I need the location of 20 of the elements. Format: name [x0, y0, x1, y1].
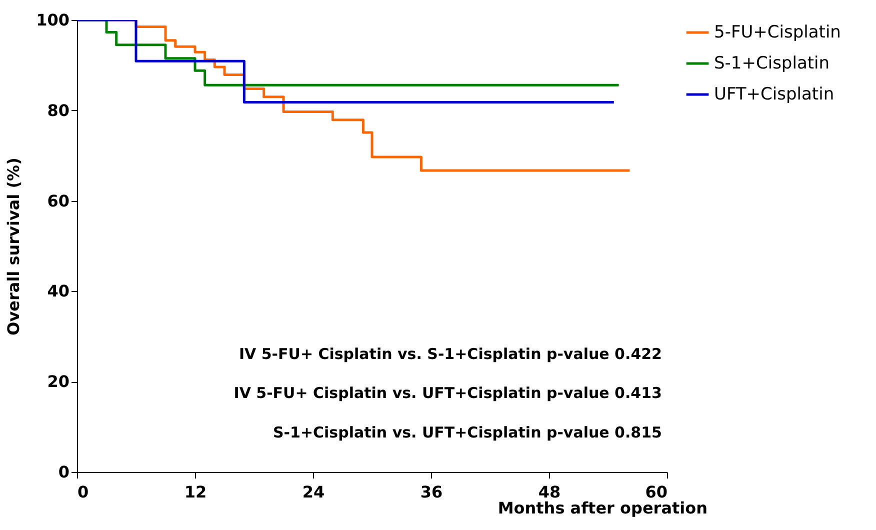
y-axis-title: Overall survival (%) [4, 158, 24, 336]
annotation: IV 5-FU+ Cisplatin vs. S-1+Cisplatin p-value 0.422 [238, 344, 662, 363]
x-tick-label: 60 [645, 482, 668, 502]
y-tick-label: 40 [47, 282, 70, 301]
y-tick-label: 100 [36, 10, 70, 30]
x-tick-label: 24 [302, 482, 325, 502]
x-tick-label: 48 [538, 482, 561, 502]
x-tick-label: 12 [184, 482, 207, 502]
legend-label: S-1+Cisplatin [714, 54, 830, 74]
legend-label: UFT+Cisplatin [714, 84, 834, 104]
x-tick-label: 36 [420, 482, 443, 502]
y-tick-label: 0 [58, 462, 70, 482]
y-tick-label: 20 [47, 372, 70, 392]
legend-label: 5-FU+Cisplatin [714, 22, 841, 42]
y-tick-label: 80 [47, 100, 70, 120]
annotation: IV 5-FU+ Cisplatin vs. UFT+Cisplatin p-value 0.413 [234, 384, 662, 402]
annotation: S-1+Cisplatin vs. UFT+Cisplatin p-value 0.815 [273, 423, 662, 442]
x-tick-label: 0 [78, 482, 89, 502]
x-axis-title: Months after operation [498, 498, 708, 518]
y-tick-label: 60 [47, 191, 70, 210]
